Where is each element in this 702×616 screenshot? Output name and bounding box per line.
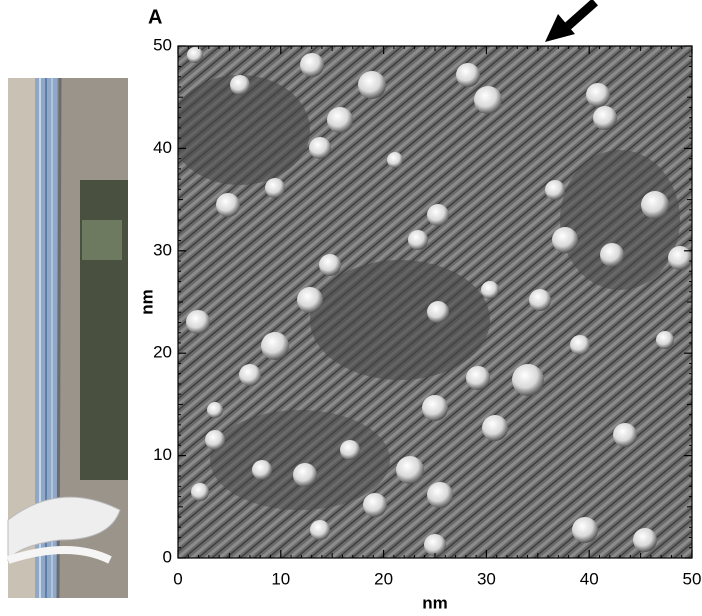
y-tick-label: 0 bbox=[163, 547, 172, 566]
x-tick-label: 30 bbox=[477, 569, 496, 588]
x-tick-label: 50 bbox=[683, 569, 702, 588]
panel-label: A bbox=[148, 6, 162, 28]
stm-image bbox=[178, 46, 692, 558]
photo bbox=[6, 77, 128, 599]
x-tick-label: 10 bbox=[271, 569, 290, 588]
x-tick-label: 40 bbox=[580, 569, 599, 588]
y-tick-label: 40 bbox=[153, 138, 172, 157]
x-tick-label: 20 bbox=[374, 569, 393, 588]
y-tick-label: 20 bbox=[153, 343, 172, 362]
arrow bbox=[545, 0, 598, 42]
y-tick-label: 30 bbox=[153, 240, 172, 259]
y-axis-label: nm bbox=[137, 289, 156, 315]
y-tick-label: 50 bbox=[153, 35, 172, 54]
y-tick-label: 10 bbox=[153, 445, 172, 464]
x-axis-label: nm bbox=[422, 593, 448, 612]
x-tick-label: 0 bbox=[173, 569, 182, 588]
